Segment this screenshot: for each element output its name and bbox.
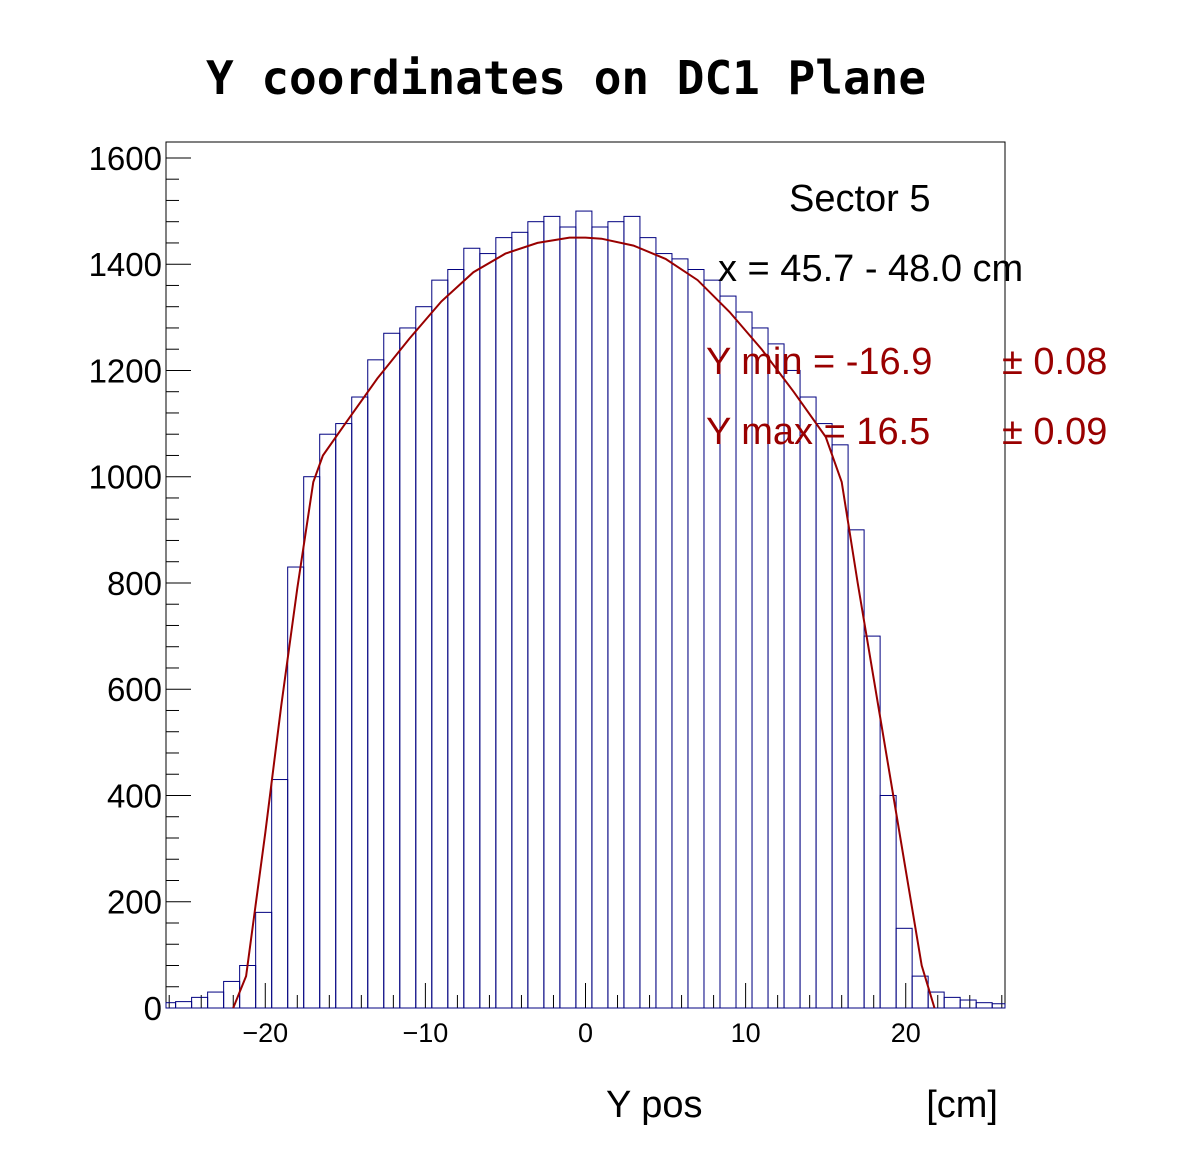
y-tick-label: 1600 (89, 140, 162, 177)
histogram-bin (575, 210, 593, 1009)
histogram-bin (495, 237, 513, 1009)
histogram-bin (543, 215, 561, 1009)
histogram-bin (255, 911, 273, 1009)
y-tick-label: 0 (144, 990, 162, 1027)
histogram-bin (527, 221, 545, 1009)
histogram-bin (367, 359, 385, 1009)
histogram-bin (479, 253, 497, 1009)
histogram-bin (335, 423, 353, 1009)
histogram-bin (959, 999, 977, 1009)
histogram-bin (351, 396, 369, 1009)
fit-curve (232, 236, 936, 1009)
x-tick-label: 0 (578, 1018, 593, 1048)
ymin-error-annotation: ± 0.08 (1002, 341, 1107, 383)
histogram-bin (831, 444, 849, 1009)
histogram-bin (703, 279, 721, 1009)
y-tick-label: 200 (107, 884, 162, 921)
histogram-bin (783, 369, 801, 1009)
histogram-bin (175, 1001, 193, 1009)
histogram-bin (975, 1002, 993, 1009)
histogram-bin (879, 794, 897, 1009)
histogram-bin (623, 215, 641, 1009)
histogram-bin (319, 433, 337, 1009)
histogram-bin (607, 221, 625, 1009)
histogram-bin (287, 566, 305, 1009)
y-tick-label: 1400 (89, 246, 162, 283)
histogram-bin (799, 396, 817, 1009)
histogram-bin (511, 231, 529, 1009)
histogram-bin (415, 306, 433, 1009)
histogram-bin (431, 279, 449, 1009)
x-axis-unit: [cm] (926, 1084, 998, 1126)
histogram-bin (207, 991, 225, 1009)
histogram-bin (271, 779, 289, 1009)
x-axis-label: Y pos (606, 1084, 702, 1126)
sector-annotation: Sector 5 (789, 178, 931, 220)
y-tick-label: 1000 (89, 459, 162, 496)
x-tick-label: 10 (731, 1018, 761, 1048)
ymax-annotation: Y max = 16.5 (706, 411, 930, 453)
histogram-bin (991, 1003, 1006, 1009)
y-axis-tick-labels: 0 200 400 600 800 1000 1200 1400 1600 (89, 140, 162, 1027)
y-tick-label: 800 (107, 565, 162, 602)
histogram-series (165, 210, 1006, 1009)
y-tick-label: 600 (107, 671, 162, 708)
histogram-bin (399, 327, 417, 1009)
histogram-bin (591, 226, 609, 1009)
fit-series (232, 236, 936, 1009)
histogram-bin (447, 269, 465, 1009)
histogram-bin (719, 295, 737, 1009)
histogram-bin (895, 927, 913, 1009)
histogram-bin (687, 269, 705, 1009)
histogram-bin (191, 996, 209, 1009)
histogram-bin (655, 253, 673, 1009)
x-axis-ticks (168, 983, 1003, 1008)
histogram-bin (671, 258, 689, 1009)
histogram-bin (463, 247, 481, 1009)
histogram-bin (165, 1002, 177, 1009)
ymin-annotation: Y min = -16.9 (706, 341, 932, 383)
x-tick-label: −10 (402, 1018, 448, 1048)
histogram-bin (383, 332, 401, 1009)
chart-title: Y coordinates on DC1 Plane (206, 51, 926, 105)
histogram-bin (559, 226, 577, 1009)
histogram-bin (863, 635, 881, 1009)
x-tick-label: 20 (891, 1018, 921, 1048)
y-axis-ticks (166, 157, 191, 1009)
y-tick-label: 1200 (89, 352, 162, 389)
histogram-bin (815, 423, 833, 1009)
ymax-error-annotation: ± 0.09 (1002, 411, 1107, 453)
histogram-bin (639, 237, 657, 1009)
histogram-bin (223, 980, 241, 1009)
x-range-annotation: x = 45.7 - 48.0 cm (718, 248, 1023, 290)
histogram-bin (303, 476, 321, 1009)
y-tick-label: 400 (107, 777, 162, 814)
histogram-bin (943, 996, 961, 1009)
x-tick-label: −20 (242, 1018, 288, 1048)
x-axis-tick-labels: −20 −10 0 10 20 (242, 1018, 920, 1048)
